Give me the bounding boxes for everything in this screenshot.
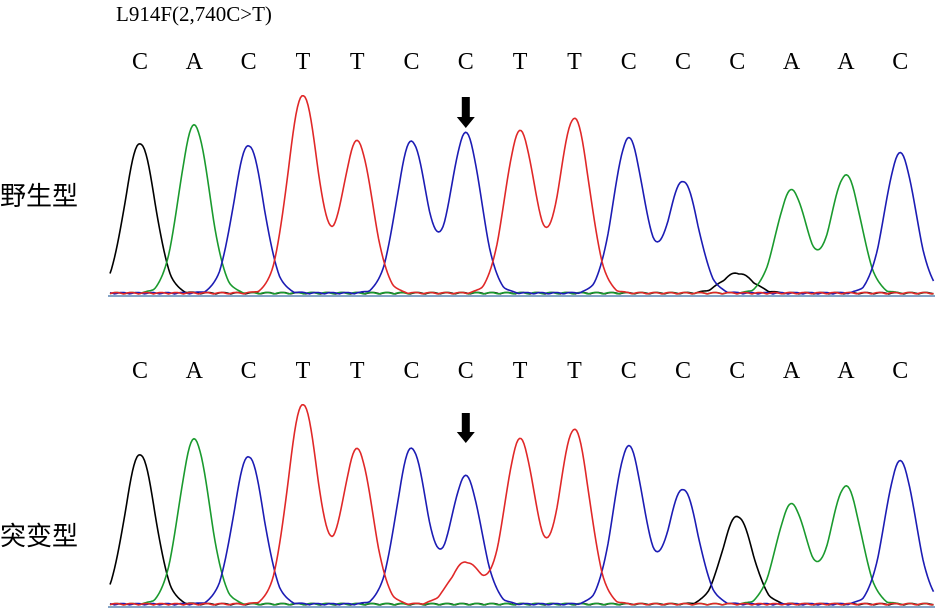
base-letter: T [296, 358, 311, 384]
base-letter: C [241, 358, 257, 384]
mutant-label: 突变型 [0, 522, 79, 552]
base-letter: T [513, 49, 528, 75]
base-letter: C [458, 358, 474, 384]
base-letter: T [350, 358, 365, 384]
base-letter: A [837, 49, 855, 75]
base-letter: C [675, 49, 691, 75]
base-letter: C [729, 358, 745, 384]
base-letter: C [621, 49, 637, 75]
base-letter: T [296, 49, 311, 75]
trace-T [109, 95, 934, 295]
base-letter: C [403, 358, 419, 384]
base-letter: A [783, 358, 801, 384]
base-letter: A [837, 358, 855, 384]
base-letter: T [513, 358, 528, 384]
trace-C [109, 131, 935, 295]
mutation-title: L914F(2,740C>T) [116, 2, 272, 26]
base-letter: C [458, 49, 474, 75]
trace-G [109, 143, 934, 295]
base-letter: A [186, 49, 204, 75]
mutation-arrow-icon [456, 413, 475, 443]
trace-G [109, 454, 934, 606]
trace-C [109, 444, 935, 606]
base-letter: C [675, 358, 691, 384]
wild-type-label: 野生型 [0, 182, 79, 212]
base-letter: T [567, 358, 582, 384]
base-letter: C [241, 49, 257, 75]
base-letter: A [783, 49, 801, 75]
base-letter: C [621, 358, 637, 384]
mutation-arrow-icon [456, 97, 475, 128]
base-letter: C [892, 49, 908, 75]
trace-A [109, 123, 934, 295]
base-letter: C [132, 358, 148, 384]
base-letter: C [403, 49, 419, 75]
trace-T [109, 404, 934, 606]
base-letter: T [567, 49, 582, 75]
base-letter: C [892, 358, 908, 384]
base-letter: A [186, 358, 204, 384]
base-letter: C [729, 49, 745, 75]
base-letter: C [132, 49, 148, 75]
trace-A [109, 437, 934, 606]
base-letter: T [350, 49, 365, 75]
